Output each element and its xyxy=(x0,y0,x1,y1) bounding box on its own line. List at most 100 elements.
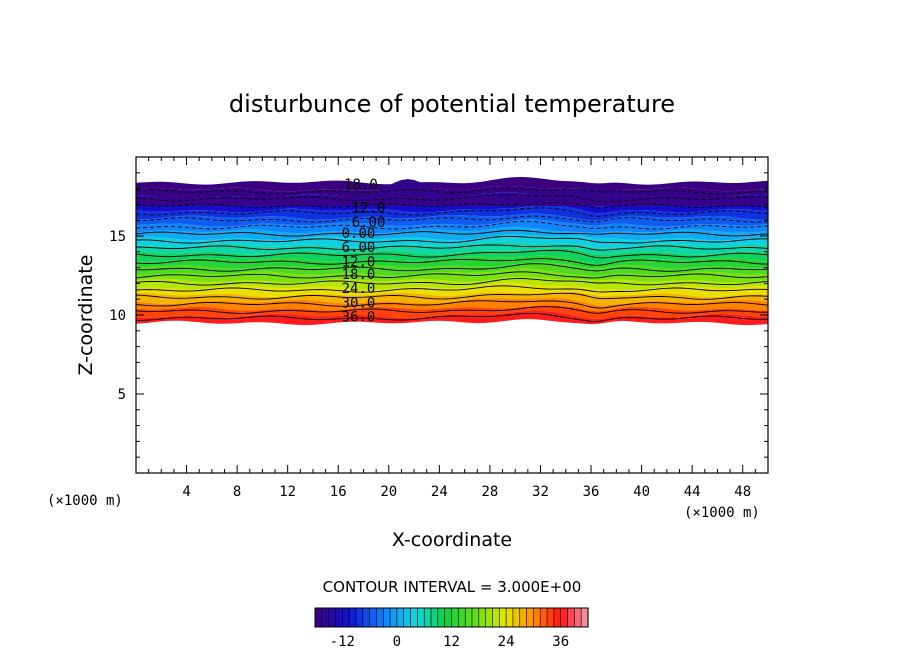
y-unit-label: (×1000 m) xyxy=(47,493,123,509)
colorbar-cell xyxy=(539,607,548,628)
colorbar-tick-label: 12 xyxy=(443,634,460,650)
contour-line-negative xyxy=(136,194,768,203)
contour-line-positive xyxy=(136,249,768,259)
field-layer xyxy=(136,248,768,264)
x-tick-label: 36 xyxy=(583,484,600,500)
chart-title: disturbunce of potential temperature xyxy=(229,90,675,118)
x-unit-label: (×1000 m) xyxy=(684,505,760,521)
contour-line-negative xyxy=(136,188,768,195)
y-axis-label: Z-coordinate xyxy=(75,255,97,376)
colorbar-cell xyxy=(423,607,432,628)
contour-label: 36.0 xyxy=(342,310,376,326)
colorbar-cell xyxy=(498,607,507,628)
contour-line-positive xyxy=(136,258,768,266)
contour-label: 18.0 xyxy=(342,267,376,283)
y-tick-label: 5 xyxy=(118,387,126,403)
contour-line-positive xyxy=(136,235,768,244)
contour-interval-text: CONTOUR INTERVAL = 3.000E+00 xyxy=(323,578,582,596)
contour-line-negative xyxy=(136,220,768,230)
colorbar-cell xyxy=(376,607,384,628)
field-layer xyxy=(136,177,768,192)
field-layer xyxy=(136,268,768,283)
colorbar-cell xyxy=(533,607,541,628)
colorbar-cell xyxy=(430,607,439,628)
contour-line-negative xyxy=(136,215,768,223)
contour-label: 0.00 xyxy=(342,226,376,242)
colorbar-cell xyxy=(437,607,446,628)
colorbar-cell xyxy=(567,607,575,628)
field-layer xyxy=(136,213,768,227)
colorbar-cell xyxy=(478,607,487,628)
colorbar-cell xyxy=(321,607,330,628)
colorbar-cell xyxy=(485,607,494,628)
colorbar-cell xyxy=(314,607,323,628)
field-layer xyxy=(136,298,768,312)
colorbar-tick-label: 24 xyxy=(498,634,515,650)
field-layer xyxy=(136,234,768,249)
field-layer xyxy=(136,305,768,319)
x-tick-label: 24 xyxy=(431,484,448,500)
y-tick-label: 10 xyxy=(109,308,126,324)
axis-ticks xyxy=(136,157,768,473)
colorbar-cell xyxy=(512,607,521,628)
colorbar-tick-label: 0 xyxy=(393,634,401,650)
colorbar-cell xyxy=(369,607,378,628)
colorbar-cell xyxy=(341,607,350,628)
colorbar-frame xyxy=(314,607,589,628)
colorbar-cell xyxy=(403,607,412,628)
colorbar-tick-labels: -12 0 12 24 36 xyxy=(330,634,569,650)
contour-label: 18.0 xyxy=(344,177,378,193)
contour-line-negative xyxy=(136,202,768,209)
contour-line-positive xyxy=(136,244,768,251)
colorbar-cell xyxy=(546,607,555,628)
contour-lines xyxy=(136,188,768,322)
contour-line-positive xyxy=(136,271,768,279)
contour-line-positive xyxy=(136,300,768,309)
colorbar xyxy=(314,607,589,628)
contour-label: 12.0 xyxy=(352,201,386,217)
contour-line-negative xyxy=(136,207,768,217)
x-tick-label: 28 xyxy=(481,484,498,500)
x-axis-label: X-coordinate xyxy=(392,529,512,551)
contour-label: 12.0 xyxy=(342,254,376,270)
colorbar-cell xyxy=(464,607,473,628)
contour-line-positive xyxy=(136,263,768,272)
field-top-cap xyxy=(136,179,768,206)
field-layer xyxy=(136,262,768,277)
field-layer xyxy=(136,310,768,326)
contour-label: 6.00 xyxy=(342,240,376,256)
colorbar-tick-label: -12 xyxy=(330,634,355,650)
colorbar-cell xyxy=(505,607,514,628)
colorbar-cell xyxy=(389,607,398,628)
colorbar-cell xyxy=(417,607,425,628)
contour-label: 6.00 xyxy=(352,215,386,231)
x-tick-label: 16 xyxy=(330,484,347,500)
field-layer xyxy=(136,276,768,290)
contour-line-positive xyxy=(136,292,768,300)
x-tick-label: 44 xyxy=(684,484,701,500)
x-tick-labels: 4 8 12 16 20 24 28 32 36 40 44 48 xyxy=(182,484,751,500)
contour-line-positive xyxy=(136,229,768,237)
contour-label: 30.0 xyxy=(342,295,376,311)
colorbar-cell xyxy=(458,607,466,628)
colorbar-cell xyxy=(362,607,371,628)
y-tick-labels: 5 10 15 xyxy=(109,229,126,403)
x-tick-label: 32 xyxy=(532,484,549,500)
x-tick-label: 8 xyxy=(233,484,241,500)
contour-line-positive xyxy=(136,312,768,322)
contour-label: 24.0 xyxy=(342,281,376,297)
x-tick-label: 4 xyxy=(182,484,190,500)
colorbar-cell xyxy=(519,607,528,628)
colorbar-cell xyxy=(410,607,418,628)
colorbar-cell xyxy=(348,607,357,628)
colorbar-cell xyxy=(471,607,480,628)
colorbar-cell xyxy=(574,607,582,628)
contour-line-positive xyxy=(136,285,768,293)
colorbar-tick-label: 36 xyxy=(552,634,569,650)
colorbar-cell xyxy=(492,607,500,628)
x-tick-label: 48 xyxy=(734,484,751,500)
colorbar-cell xyxy=(553,607,562,628)
colorbar-cell xyxy=(355,607,364,628)
